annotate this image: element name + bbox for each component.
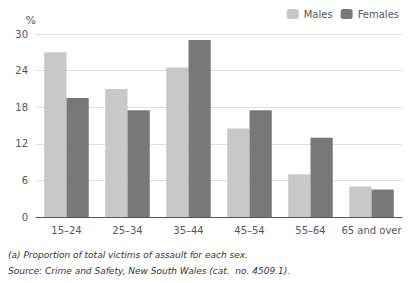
svg-text:(a) Proportion of total victim: (a) Proportion of total victims of assau…	[8, 250, 248, 260]
svg-text:25–34: 25–34	[112, 225, 142, 236]
svg-text:0: 0	[22, 212, 28, 223]
svg-text:6: 6	[22, 175, 28, 186]
svg-text:35–44: 35–44	[173, 225, 203, 236]
svg-text:55–64: 55–64	[295, 225, 325, 236]
svg-text:Source: Crime and Safety, New: Source: Crime and Safety, New South Wale…	[8, 266, 290, 276]
svg-text:65 and over: 65 and over	[341, 225, 402, 236]
svg-text:24: 24	[15, 65, 28, 76]
svg-text:Females: Females	[358, 9, 399, 20]
svg-text:30: 30	[15, 29, 28, 40]
svg-text:12: 12	[15, 138, 28, 149]
svg-text:45–54: 45–54	[234, 225, 264, 236]
svg-text:18: 18	[15, 102, 28, 113]
svg-text:%: %	[26, 14, 36, 27]
svg-text:15–24: 15–24	[51, 225, 81, 236]
svg-text:Males: Males	[304, 9, 333, 20]
